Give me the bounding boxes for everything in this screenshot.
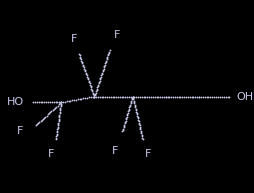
Text: F: F	[114, 30, 120, 40]
Text: F: F	[17, 126, 24, 136]
Text: F: F	[71, 34, 77, 44]
Text: HO: HO	[7, 97, 24, 107]
Text: F: F	[144, 149, 150, 159]
Text: F: F	[48, 149, 54, 159]
Text: F: F	[111, 146, 117, 156]
Text: OH: OH	[235, 91, 252, 102]
